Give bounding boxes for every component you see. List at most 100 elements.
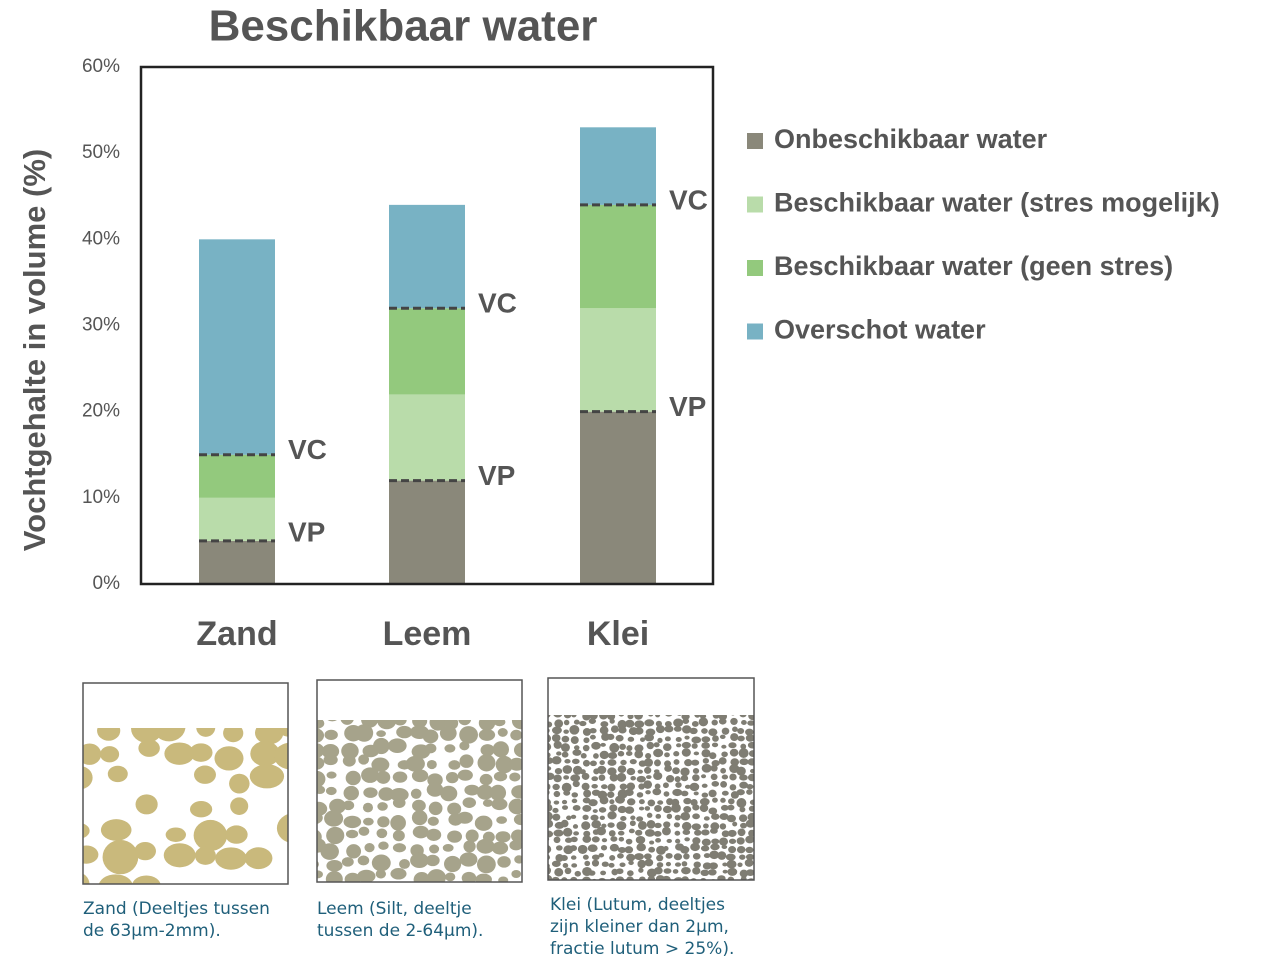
particle [475,873,492,882]
particle [634,727,644,735]
particle [683,806,692,813]
particle [214,746,244,771]
particle [745,869,754,877]
particle [756,743,762,749]
particle [478,720,496,731]
particle [588,718,597,724]
particle [653,742,660,748]
particle [646,812,653,818]
particle [740,822,748,829]
particle [732,726,738,732]
particle [666,838,672,843]
particle [737,735,745,742]
particle [582,854,589,860]
particle [665,715,673,717]
particle [598,807,607,813]
particle [708,862,718,870]
particle [564,867,572,875]
particle [477,754,496,772]
particle [725,853,736,861]
particle [324,729,338,741]
bar-segment [199,540,275,584]
particle [511,785,522,799]
particle [445,872,456,882]
particle [624,806,635,814]
soil-frame [547,677,755,881]
particle [573,745,580,750]
particle [628,828,635,834]
particle [599,750,609,760]
particle [591,859,600,867]
particle [663,821,671,828]
particle [97,728,121,741]
particle [593,753,599,759]
particle [548,866,552,875]
particle [553,800,560,805]
particle [726,814,736,823]
particle [672,869,679,874]
particle [392,830,405,842]
particle [627,715,634,720]
y-tick-label: 50% [82,142,120,163]
particle [273,742,288,770]
particle [601,823,607,829]
soil-caption: fractie lutum > 25%). [550,939,734,959]
particle [412,799,426,812]
particle [681,876,689,880]
particle [618,883,627,890]
particle [656,845,666,855]
particle [646,775,652,780]
soil-particles [317,720,522,882]
particle [741,719,747,726]
particle [440,785,458,802]
particle [601,887,607,892]
particle [745,853,754,861]
legend-label: Beschikbaar water (geen stres) [774,251,1173,281]
particle [443,855,462,873]
particle [756,735,762,741]
particle [652,885,661,893]
particle [134,841,156,861]
y-tick-label: 0% [93,573,121,594]
particle [713,883,719,889]
particle [680,775,689,782]
particle [422,729,439,744]
particle [551,733,561,743]
y-tick-label: 60% [82,56,120,77]
soil-caption: zijn kleiner dan 2µm, [550,917,729,937]
particle [570,774,581,782]
particle [756,805,764,813]
bar-segment [389,204,465,309]
particle [363,817,374,826]
particle [355,724,374,742]
particle [653,866,663,875]
particle [673,725,682,732]
particle [413,872,430,882]
particle [569,845,578,852]
particle [571,758,580,765]
legend-swatch [747,323,763,340]
particle [609,854,616,861]
particle [343,785,359,801]
particle [344,872,361,882]
particle [702,884,710,891]
particle [582,715,591,721]
particle [747,812,754,822]
y-axis-label: Vochtgehalte in volume (%) [17,149,52,551]
particle [548,803,553,812]
particle [675,885,680,889]
particle [599,760,605,766]
particle [739,854,746,860]
particle [628,860,634,866]
particle [244,847,273,870]
particle [728,846,737,854]
particle [655,715,661,718]
particle [653,771,663,781]
particle [357,869,376,882]
particle [589,760,597,767]
particle [513,742,522,758]
particle [729,748,739,757]
particle [711,781,720,787]
particle [712,735,719,742]
